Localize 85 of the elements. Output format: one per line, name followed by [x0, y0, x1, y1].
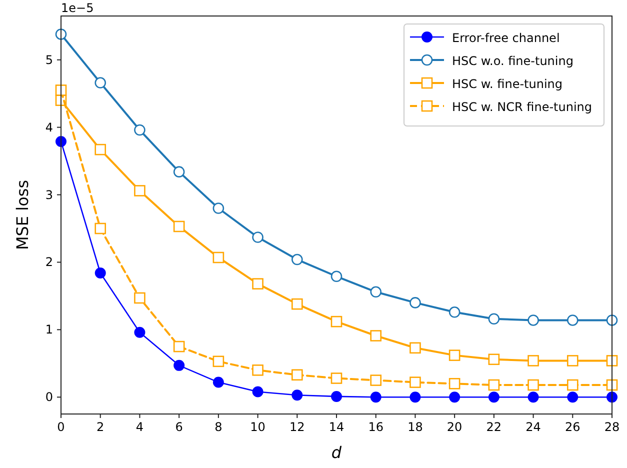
point	[410, 342, 421, 354]
y-tick-label: 3	[45, 188, 53, 202]
point	[173, 340, 185, 352]
point	[330, 372, 342, 384]
point	[370, 374, 382, 386]
x-tick-label: 18	[408, 420, 423, 434]
point	[252, 278, 264, 290]
point	[448, 378, 460, 390]
point	[55, 84, 67, 96]
x-tick-label: 4	[136, 420, 144, 434]
x-tick-label: 24	[526, 420, 541, 434]
point	[528, 379, 539, 391]
x-tick-label: 20	[446, 420, 462, 434]
point	[291, 369, 303, 381]
point	[173, 166, 185, 178]
point	[291, 254, 303, 266]
point	[606, 392, 618, 403]
point	[291, 298, 303, 310]
point	[212, 356, 224, 368]
point	[448, 306, 460, 318]
point	[410, 392, 421, 403]
x-tick-label: 8	[214, 420, 222, 434]
point	[488, 354, 500, 366]
x-tick-label: 26	[565, 420, 580, 434]
x-tick-label: 2	[96, 420, 104, 434]
point	[134, 292, 146, 304]
point	[212, 252, 224, 264]
point	[370, 286, 382, 298]
point	[528, 392, 539, 403]
x-tick-label: 14	[328, 420, 344, 434]
x-tick-label: 10	[250, 420, 266, 434]
point	[566, 379, 578, 391]
point	[174, 360, 185, 371]
y-tick-label: 1	[45, 322, 53, 337]
point	[134, 326, 146, 338]
point	[370, 330, 382, 342]
point	[370, 392, 382, 403]
point	[330, 270, 342, 282]
legend-label: HSC w.o. fine-tuning	[452, 54, 574, 68]
point	[292, 390, 303, 401]
point	[252, 386, 264, 398]
x-tick-label: 28	[604, 420, 620, 434]
x-tick-label: 12	[290, 420, 305, 434]
x-tick-label: 22	[486, 420, 502, 434]
point	[448, 350, 460, 361]
x-axis-title: d	[331, 443, 342, 462]
point	[528, 355, 539, 366]
point	[94, 144, 106, 156]
point	[94, 268, 106, 279]
point	[134, 185, 146, 196]
text: 1e−5	[61, 1, 94, 15]
x-tick-label: 0	[57, 420, 65, 434]
legend-label: Error-free channel	[452, 31, 560, 45]
point	[567, 392, 578, 403]
point	[566, 314, 578, 326]
point	[94, 77, 106, 88]
legend-label: HSC w. fine-tuning	[452, 77, 563, 91]
point	[212, 202, 224, 214]
point	[94, 222, 106, 234]
y-tick-label: 4	[45, 120, 53, 134]
legend-label: HSC w. NCR fine-tuning	[452, 100, 592, 114]
point	[252, 232, 264, 243]
x-tick-label: 16	[368, 420, 384, 434]
point	[488, 379, 500, 391]
point	[528, 314, 539, 326]
point	[488, 392, 500, 403]
point	[252, 364, 264, 376]
y-axis-title: MSE loss	[13, 180, 32, 250]
point	[449, 392, 460, 403]
point	[410, 297, 421, 308]
point	[410, 376, 421, 388]
point	[134, 124, 146, 136]
point	[606, 355, 618, 366]
point	[331, 390, 342, 402]
y-tick-label: 0	[45, 390, 53, 404]
y-tick-label: 2	[45, 255, 53, 270]
y-tick-label: 5	[45, 52, 53, 67]
point	[606, 314, 618, 326]
point	[55, 28, 67, 40]
point	[566, 355, 578, 366]
x-tick-label: 6	[175, 420, 183, 434]
point	[330, 316, 342, 328]
point	[212, 376, 224, 388]
point	[488, 313, 500, 325]
point	[173, 220, 185, 232]
